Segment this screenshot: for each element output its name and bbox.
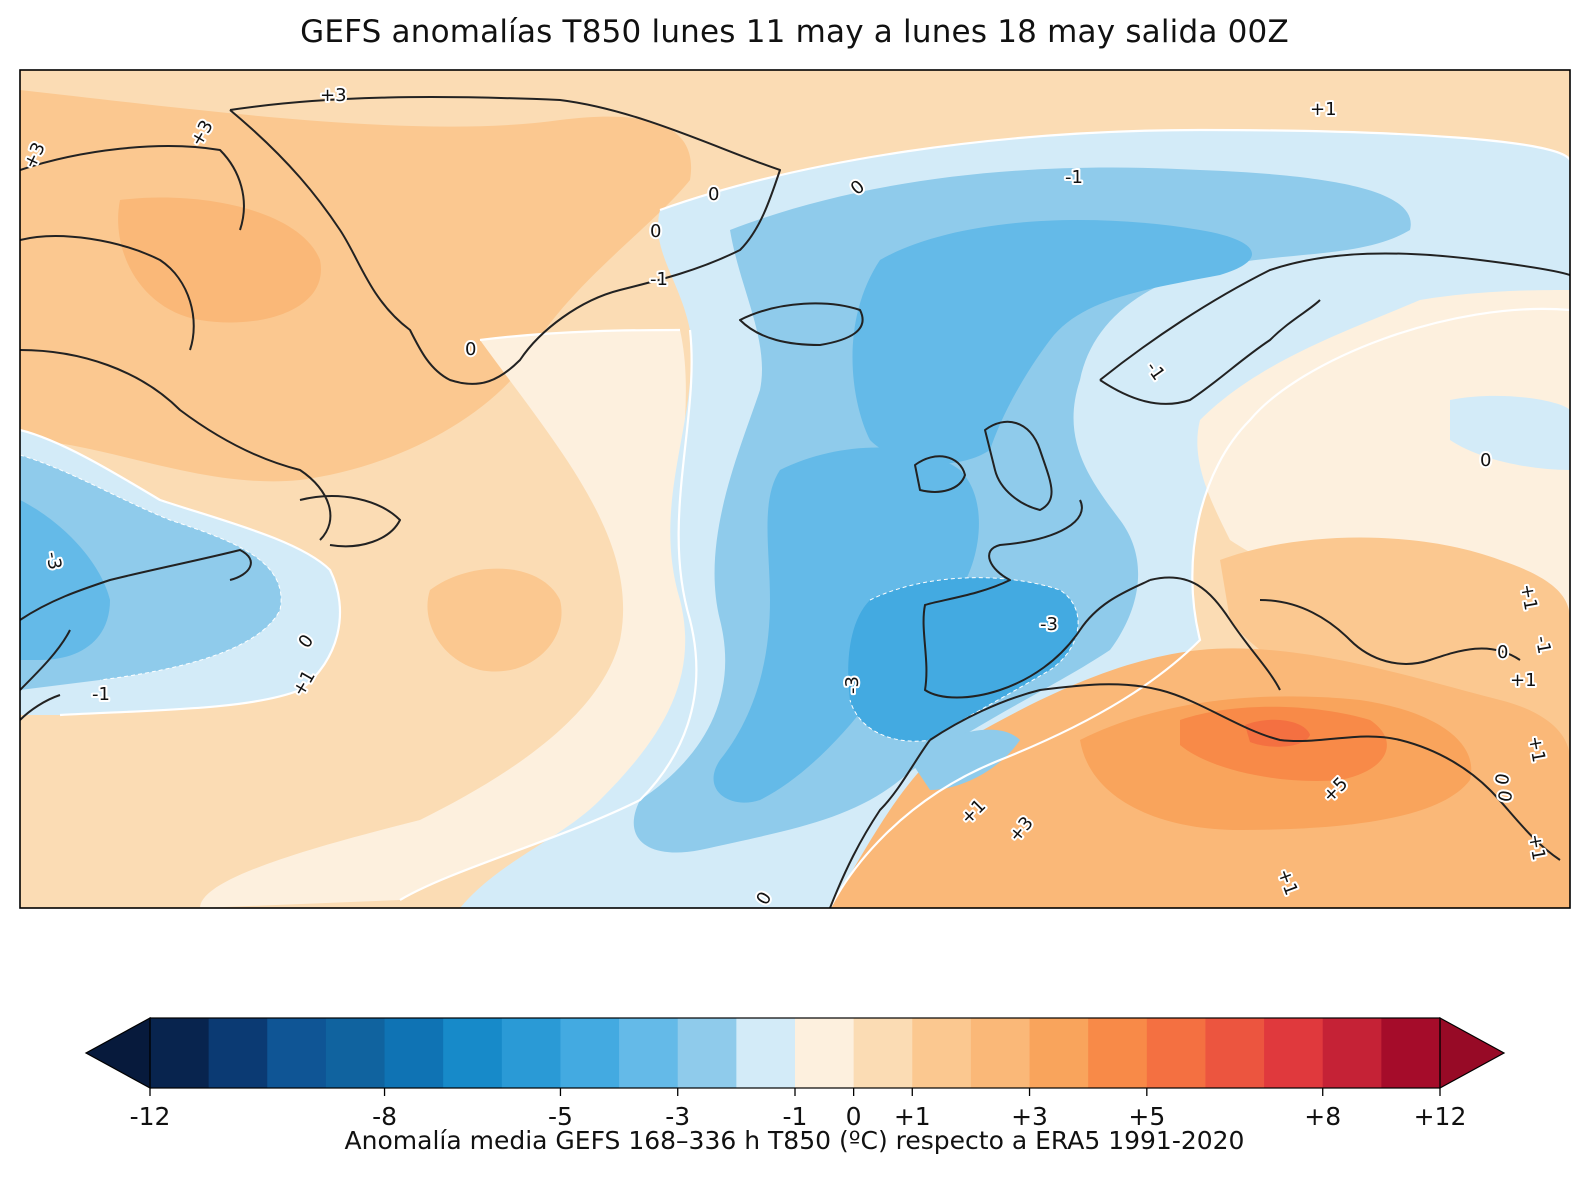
colorbar-tick-label: -12	[130, 1102, 171, 1131]
colorbar-cell	[560, 1018, 620, 1088]
coastlines	[20, 96, 1570, 908]
colorbar-tick-label: -1	[783, 1102, 808, 1131]
colorbar-cell	[1029, 1018, 1089, 1088]
contour-label: +1	[1510, 670, 1537, 691]
colorbar-cell	[1146, 1018, 1207, 1088]
colorbar-cell	[1322, 1018, 1382, 1088]
colorbar-cell	[443, 1018, 503, 1088]
colorbar-cell	[795, 1018, 855, 1088]
map-title: GEFS anomalías T850 lunes 11 may a lunes…	[300, 14, 1289, 50]
contour-label: -3	[1040, 614, 1058, 635]
contour-label: 0	[708, 184, 719, 205]
colorbar-ticks: -12 -8 -5 -3 -1 0 +1 +3 +5 +8 +12	[130, 1088, 1467, 1131]
colorbar-cell	[1205, 1018, 1265, 1088]
colorbar-over-arrow	[1439, 1016, 1506, 1090]
contour-label: 0	[650, 221, 661, 242]
contour-label: 0	[1497, 642, 1508, 663]
contour-label: +3	[320, 85, 347, 106]
colorbar-cells	[150, 1018, 1441, 1088]
contour-label: -1	[1065, 167, 1083, 188]
colorbar-cell	[912, 1018, 972, 1088]
contour-label: 0	[1480, 450, 1491, 471]
colorbar-cell	[677, 1018, 737, 1088]
colorbar-cell	[619, 1018, 679, 1088]
colorbar-cell	[267, 1018, 327, 1088]
colorbar-cell	[970, 1018, 1031, 1088]
contour-lines	[20, 128, 1570, 908]
colorbar-tick-label: +3	[1011, 1102, 1048, 1131]
colorbar-cell	[325, 1018, 386, 1088]
colorbar-tick-label: +12	[1414, 1102, 1467, 1131]
colorbar-tick-label: -5	[548, 1102, 573, 1131]
colorbar-cell	[1264, 1018, 1324, 1088]
colorbar-cell	[853, 1018, 913, 1088]
colorbar-cell	[208, 1018, 268, 1088]
colorbar-cell	[1088, 1018, 1148, 1088]
colorbar-tick-label: +1	[894, 1102, 931, 1131]
colorbar-label: Anomalía media GEFS 168–336 h T850 (ºC) …	[344, 1126, 1245, 1155]
contour-label: -1	[650, 269, 668, 290]
colorbar-cell	[501, 1018, 562, 1088]
contour-label: -3	[842, 676, 863, 694]
map-frame	[19, 69, 1571, 909]
colorbar-cell	[150, 1018, 210, 1088]
colorbar-cell	[736, 1018, 796, 1088]
colorbar-under-arrow	[84, 1016, 151, 1090]
colorbar-cell	[1381, 1018, 1441, 1088]
colorbar-tick-label: -8	[372, 1102, 397, 1131]
colorbar-cell	[384, 1018, 444, 1088]
contour-label: -1	[92, 684, 110, 705]
colorbar-tick-label: +5	[1128, 1102, 1165, 1131]
anomaly-field	[20, 70, 1570, 908]
contour-label: +1	[1310, 99, 1337, 120]
colorbar-tick-label: -3	[665, 1102, 690, 1131]
contour-label: 0	[465, 339, 476, 360]
dashed-contours	[20, 454, 1079, 742]
colorbar-tick-label: 0	[846, 1102, 862, 1131]
colorbar-tick-label: +8	[1304, 1102, 1341, 1131]
